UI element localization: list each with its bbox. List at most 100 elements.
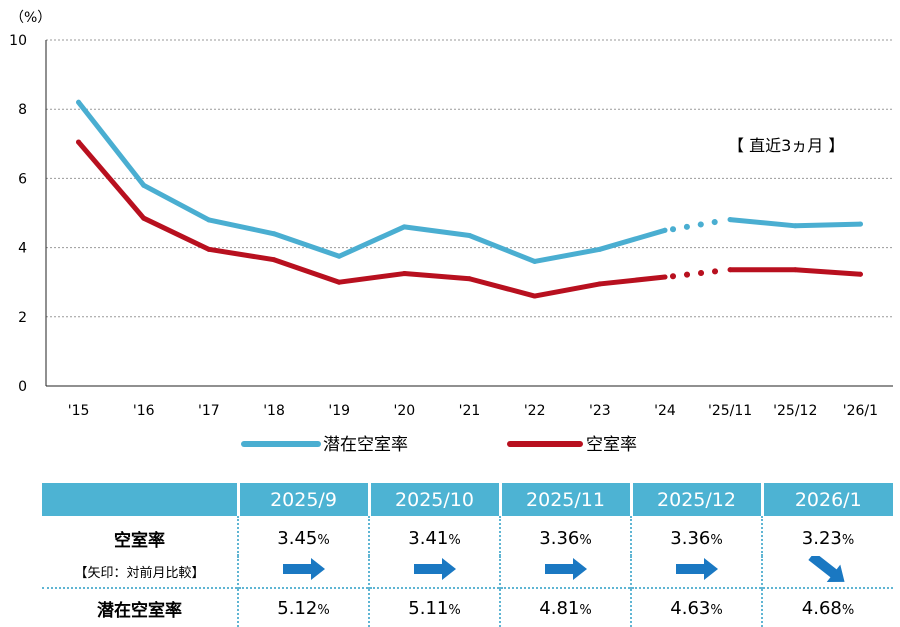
data-point	[792, 223, 798, 229]
x-tick-label: '17	[198, 403, 220, 419]
vacancy-value: 3.36	[670, 527, 711, 549]
vacancy-value: 3.45	[277, 527, 318, 549]
data-point	[76, 139, 82, 145]
vacancy-cell: 3.41%	[368, 516, 500, 556]
summary-table: 2025/9 2025/10 2025/11 2025/12 2026/1 空室…	[42, 483, 893, 627]
y-tick-label: 6	[18, 171, 27, 187]
arrow-right-icon	[675, 558, 718, 580]
arrow-shape	[413, 558, 456, 580]
percent-unit: %	[448, 532, 461, 548]
vacancy-cell: 3.36%	[630, 516, 762, 556]
arrow-cell	[761, 556, 893, 588]
potential-vacancy-value: 4.68	[801, 597, 842, 619]
vacancy-cell: 3.45%	[237, 516, 369, 556]
x-tick-label: '18	[263, 403, 285, 419]
potential-vacancy-cell: 4.81%	[499, 587, 631, 627]
arrow-cell	[368, 556, 500, 588]
summary-header-row: 2025/9 2025/10 2025/11 2025/12 2026/1	[42, 483, 893, 516]
legend-label-vacancy: 空室率	[586, 435, 637, 455]
x-tick-label: '24	[654, 403, 676, 419]
potential-vacancy-value: 4.63	[670, 597, 711, 619]
x-tick-label: '22	[524, 403, 546, 419]
series-connector-dotted-1	[669, 267, 730, 280]
summary-header-month: 2025/10	[367, 483, 500, 516]
data-point	[141, 215, 147, 221]
x-tick-label: '21	[459, 403, 481, 419]
percent-unit: %	[317, 532, 330, 548]
data-point	[76, 99, 82, 105]
data-point	[597, 246, 603, 252]
data-point	[206, 246, 212, 252]
vacancy-value: 3.23	[801, 527, 842, 549]
potential-vacancy-cell: 5.12%	[237, 587, 369, 627]
summary-header-month: 2025/11	[498, 483, 631, 516]
data-point	[206, 217, 212, 223]
y-tick-label: 0	[18, 379, 27, 395]
potential-vacancy-cell: 4.63%	[630, 587, 762, 627]
data-point	[727, 267, 733, 273]
legend: 潜在空室率 空室率	[241, 435, 637, 455]
x-tick-label: '25/12	[773, 403, 817, 419]
y-axis-ticks: 0 2 4 6 8 10	[9, 33, 27, 395]
data-point	[532, 293, 538, 299]
y-tick-label: 10	[9, 33, 27, 49]
percent-unit: %	[841, 602, 855, 618]
summary-header-month: 2025/9	[236, 483, 369, 516]
data-point	[271, 257, 277, 263]
series-line-annual-0	[76, 99, 668, 264]
vacancy-value: 3.36	[539, 527, 580, 549]
vacancy-row: 空室率 3.45% 3.41% 3.36% 3.36% 3.23%	[42, 516, 893, 556]
potential-vacancy-cell: 5.11%	[368, 587, 500, 627]
y-tick-label: 2	[18, 310, 27, 326]
data-point	[141, 182, 147, 188]
arrow-shape	[675, 558, 718, 580]
percent-unit: %	[841, 532, 855, 548]
arrow-cell	[630, 556, 762, 588]
percent-unit: %	[317, 602, 330, 618]
arrow-row: 【矢印：対前月比較】	[42, 556, 893, 588]
x-tick-label: '23	[589, 403, 611, 419]
x-tick-label: '26/1	[843, 403, 878, 419]
potential-vacancy-row-label: 潜在空室率	[42, 587, 238, 627]
y-axis-unit-label: （%）	[10, 10, 51, 26]
data-point	[467, 276, 472, 282]
data-point	[857, 271, 863, 277]
series-connector-dotted-0	[669, 217, 730, 233]
x-tick-label: '19	[328, 403, 350, 419]
potential-vacancy-value: 5.12	[277, 597, 318, 619]
x-tick-label: '25/11	[708, 403, 752, 419]
potential-vacancy-value: 5.11	[408, 597, 449, 619]
potential-vacancy-row: 潜在空室率 5.12% 5.11% 4.81% 4.63% 4.68%	[42, 587, 893, 627]
arrow-cell	[237, 556, 369, 588]
potential-vacancy-value: 4.81	[539, 597, 580, 619]
vacancy-row-label: 空室率	[114, 530, 165, 551]
summary-header-month: 2025/12	[629, 483, 762, 516]
x-tick-label: '16	[133, 403, 155, 419]
arrow-cell	[499, 556, 631, 588]
recent-three-months-annotation: 【 直近3ヵ月 】	[728, 136, 844, 155]
percent-unit: %	[579, 602, 592, 618]
data-point	[467, 232, 472, 238]
x-axis-ticks: '15 '16 '17 '18 '19 '20 '21 '22 '23 '24 '25/11 '25/…	[68, 403, 878, 419]
data-point	[532, 258, 538, 264]
percent-unit: %	[448, 602, 461, 618]
data-point	[271, 231, 277, 237]
legend-label-potential-vacancy: 潜在空室率	[323, 435, 408, 455]
data-point	[727, 217, 733, 223]
x-tick-label: '15	[68, 403, 90, 419]
arrow-right-icon	[413, 558, 456, 580]
data-point	[857, 221, 863, 227]
potential-vacancy-cell: 4.68%	[761, 587, 893, 627]
percent-unit: %	[710, 532, 723, 548]
data-point	[662, 227, 668, 233]
summary-header-month: 2026/1	[760, 483, 893, 516]
y-tick-label: 8	[18, 102, 27, 118]
x-tick-label: '20	[394, 403, 416, 419]
arrow-down-right-icon	[808, 556, 845, 582]
gridlines	[46, 39, 893, 318]
data-point	[336, 279, 342, 285]
y-tick-label: 4	[18, 241, 27, 257]
arrow-row-label: 【矢印：対前月比較】	[74, 566, 205, 581]
data-point	[401, 271, 407, 277]
